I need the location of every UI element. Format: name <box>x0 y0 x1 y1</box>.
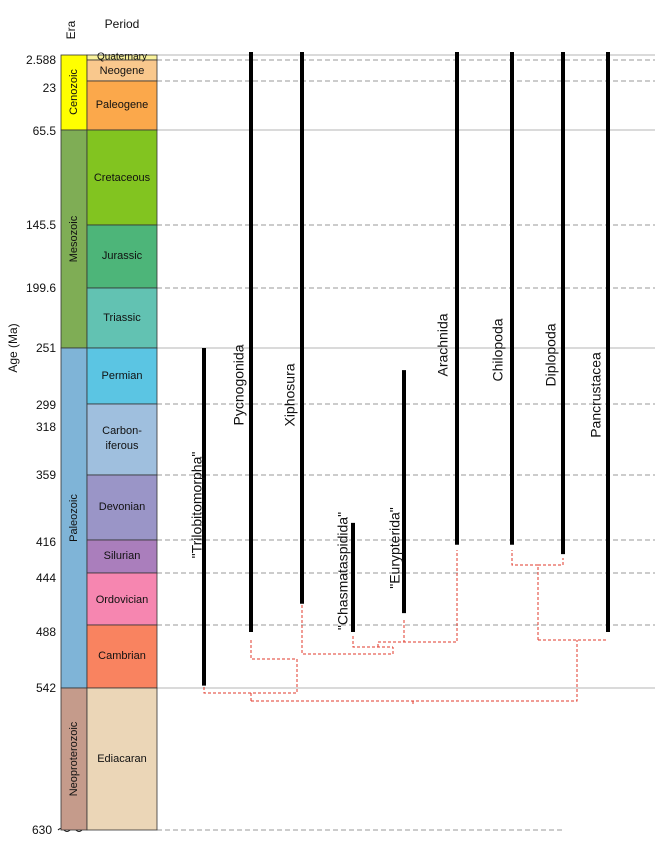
era-label: Neoproterozoic <box>68 721 80 796</box>
taxon-label: Diplopoda <box>543 323 559 386</box>
age-tick: 23 <box>43 81 57 95</box>
taxon-label: Pancrustacea <box>588 352 604 438</box>
era-mesozoic <box>60 129 88 349</box>
taxon-ranges: "Trilobitomorpha" Pycnogonida Xiphosura "Ch… <box>189 52 610 686</box>
period-label: Permian <box>102 370 143 382</box>
phylogenetic-tree <box>203 550 608 706</box>
period-header: Period <box>105 17 140 31</box>
period-label: Jurassic <box>102 250 143 262</box>
era-label: Cenozoic <box>68 69 80 115</box>
period-label: Devonian <box>99 501 145 513</box>
era-column: Cenozoic Mesozoic Paleozoic Neoproterozo… <box>60 54 88 831</box>
taxon-label: "Chasmataspidida" <box>335 512 351 630</box>
period-label: Cretaceous <box>94 172 151 184</box>
era-header: Era <box>64 20 78 39</box>
period-label: Cambrian <box>98 650 146 662</box>
period-label: Triassic <box>103 312 141 324</box>
taxon-label: Arachnida <box>435 313 451 376</box>
period-silurian <box>86 539 158 574</box>
period-cambrian <box>86 624 158 689</box>
period-label: Ordovician <box>96 594 149 606</box>
age-tick: 251 <box>36 341 56 355</box>
period-label: iferous <box>105 440 139 452</box>
age-tick: 630 <box>32 823 52 837</box>
age-tick: 359 <box>36 468 56 482</box>
period-label: Carbon- <box>102 425 142 437</box>
age-tick: 299 <box>36 398 56 412</box>
taxon-label: Chilopoda <box>490 318 506 381</box>
tree-branch <box>301 600 394 655</box>
age-tick: 2.588 <box>26 53 56 67</box>
age-tick: 542 <box>36 681 56 695</box>
tree-branch <box>538 558 564 566</box>
taxon-label: "Eurypterida" <box>387 507 403 589</box>
age-tick: 416 <box>36 535 56 549</box>
period-ediacaran <box>86 687 158 831</box>
period-label: Silurian <box>104 550 141 562</box>
age-tick: 318 <box>36 420 56 434</box>
taxon-label: "Trilobitomorpha" <box>189 452 205 559</box>
tree-branch <box>250 640 298 682</box>
age-tick-labels: 2.588 23 65.5 145.5 199.6 251 299 318 35… <box>26 53 56 837</box>
period-ordovician <box>86 572 158 626</box>
age-axis-label: Age (Ma) <box>6 323 20 372</box>
era-label: Mesozoic <box>68 215 80 262</box>
taxon-label: Xiphosura <box>282 363 298 426</box>
era-label: Paleozoic <box>68 494 80 542</box>
period-permian <box>86 347 158 405</box>
period-label: Quaternary <box>97 52 147 63</box>
period-cretaceous <box>86 129 158 226</box>
age-tick: 65.5 <box>33 124 57 138</box>
era-neoproterozoic <box>60 687 88 831</box>
era-paleozoic <box>60 347 88 689</box>
age-tick: 444 <box>36 571 56 585</box>
taxon-label: Pycnogonida <box>231 344 247 425</box>
period-carboniferous <box>86 403 158 476</box>
period-triassic <box>86 287 158 349</box>
tree-branch <box>511 550 539 640</box>
tree-branch <box>251 640 578 702</box>
tree-branch <box>377 550 458 647</box>
age-tick: 145.5 <box>26 218 56 232</box>
period-label: Neogene <box>100 65 145 77</box>
age-tick: 199.6 <box>26 281 56 295</box>
period-paleogene <box>86 80 158 131</box>
period-label: Paleogene <box>96 99 149 111</box>
age-tick: 488 <box>36 625 56 639</box>
period-column: Quaternary Neogene Paleogene Cretaceous … <box>86 52 158 831</box>
tree-branch <box>352 636 393 648</box>
era-cenozoic <box>60 54 88 131</box>
period-label: Ediacaran <box>97 753 147 765</box>
